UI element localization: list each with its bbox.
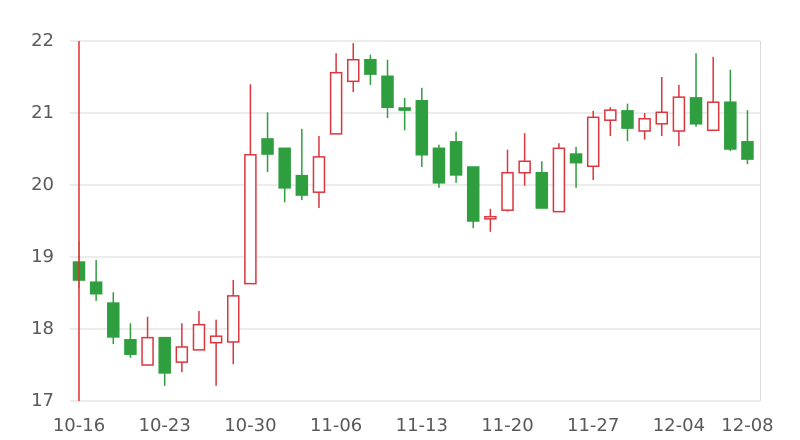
candle-body <box>621 110 634 129</box>
candle-body <box>586 116 600 168</box>
grid: 17 18 19 20 21 22 10-16 10-23 10-30 11-06 11-13 11-… <box>31 30 774 436</box>
y-tick-label: 18 <box>31 318 54 339</box>
candle-body <box>724 101 737 150</box>
candle-body <box>638 118 651 132</box>
candle-body <box>312 156 326 193</box>
candle-body <box>295 174 309 196</box>
candle-body <box>466 166 480 222</box>
candle-body <box>381 75 394 108</box>
candle-body <box>227 295 240 343</box>
candle-body <box>569 153 583 164</box>
x-tick-label: 11-13 <box>396 415 448 436</box>
candles <box>72 43 754 386</box>
candle-body <box>672 96 686 132</box>
x-tick-label: 10-23 <box>139 415 191 436</box>
candle-body <box>141 336 154 366</box>
candle-body <box>89 281 103 295</box>
candle-body <box>192 323 206 351</box>
candle-body <box>124 339 137 355</box>
candle-body <box>398 107 411 111</box>
x-tick-label: 10-30 <box>224 415 276 436</box>
candle-body <box>261 138 274 155</box>
candle-body <box>535 172 549 209</box>
candle-body <box>518 160 531 174</box>
candle-body <box>346 58 360 83</box>
x-tick-label: 11-20 <box>481 415 533 436</box>
candle-body <box>415 100 429 156</box>
candle-body <box>175 346 189 363</box>
y-tick-label: 19 <box>31 246 54 267</box>
candle-body <box>432 147 446 184</box>
y-tick-label: 22 <box>31 30 54 51</box>
x-tick-label: 12-04 <box>653 415 705 436</box>
y-tick-label: 21 <box>31 102 54 123</box>
candle-body <box>604 109 617 121</box>
candle-body <box>209 335 223 344</box>
candle-body <box>501 172 514 211</box>
x-tick-label: 12-08 <box>721 415 773 436</box>
candle-body <box>706 101 720 132</box>
candle-body <box>655 111 669 125</box>
candle-body <box>364 58 377 75</box>
candle-body <box>107 302 120 338</box>
candle-body <box>484 215 497 220</box>
y-tick-label: 20 <box>31 174 54 195</box>
candle-body <box>449 141 463 176</box>
candle-body <box>244 154 257 285</box>
candle-body <box>552 147 566 213</box>
candle-body <box>689 97 703 125</box>
candle-body <box>329 71 343 135</box>
x-tick-label: 10-16 <box>53 415 105 436</box>
candle-body <box>741 141 754 160</box>
candle-body <box>278 147 291 189</box>
x-tick-label: 11-27 <box>567 415 619 436</box>
x-tick-label: 11-06 <box>310 415 362 436</box>
y-tick-label: 17 <box>31 390 54 411</box>
candle-body <box>158 336 171 374</box>
